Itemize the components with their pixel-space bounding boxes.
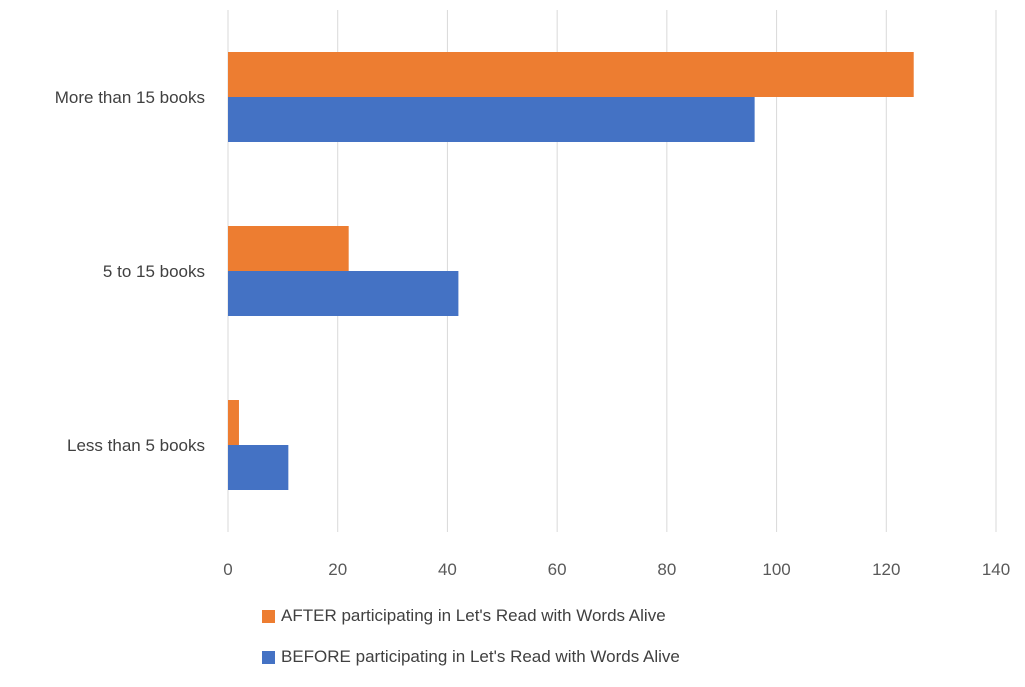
- legend-item-after: AFTER participating in Let's Read with W…: [262, 605, 680, 627]
- x-tick-label: 0: [223, 560, 232, 579]
- x-axis-ticks: 0 20 40 60 80 100 120 140: [223, 560, 1010, 579]
- legend-label-before: BEFORE participating in Let's Read with …: [281, 647, 680, 666]
- legend-swatch-after: [262, 609, 275, 623]
- x-tick-label: 40: [438, 560, 457, 579]
- bar-before: [228, 445, 289, 490]
- legend: AFTER participating in Let's Read with W…: [262, 605, 680, 687]
- x-tick-label: 100: [762, 560, 790, 579]
- legend-item-before: BEFORE participating in Let's Read with …: [262, 646, 680, 668]
- category-label: 5 to 15 books: [103, 262, 205, 281]
- x-tick-label: 60: [548, 560, 567, 579]
- bar-before: [228, 97, 755, 142]
- bar-after: [228, 400, 239, 445]
- x-tick-label: 140: [982, 560, 1010, 579]
- legend-label-after: AFTER participating in Let's Read with W…: [281, 606, 666, 625]
- legend-swatch-before: [262, 650, 275, 664]
- bar-after: [228, 226, 349, 271]
- category-label: Less than 5 books: [67, 436, 205, 455]
- bars: [228, 52, 914, 490]
- category-label: More than 15 books: [55, 88, 205, 107]
- x-tick-label: 20: [328, 560, 347, 579]
- bar-after: [228, 52, 914, 97]
- x-tick-label: 80: [657, 560, 676, 579]
- x-tick-label: 120: [872, 560, 900, 579]
- bar-chart: 0 20 40 60 80 100 120 140 More than 15 books 5 t…: [55, 10, 1010, 579]
- category-labels: More than 15 books 5 to 15 books Less than…: [55, 88, 205, 455]
- bar-before: [228, 271, 459, 316]
